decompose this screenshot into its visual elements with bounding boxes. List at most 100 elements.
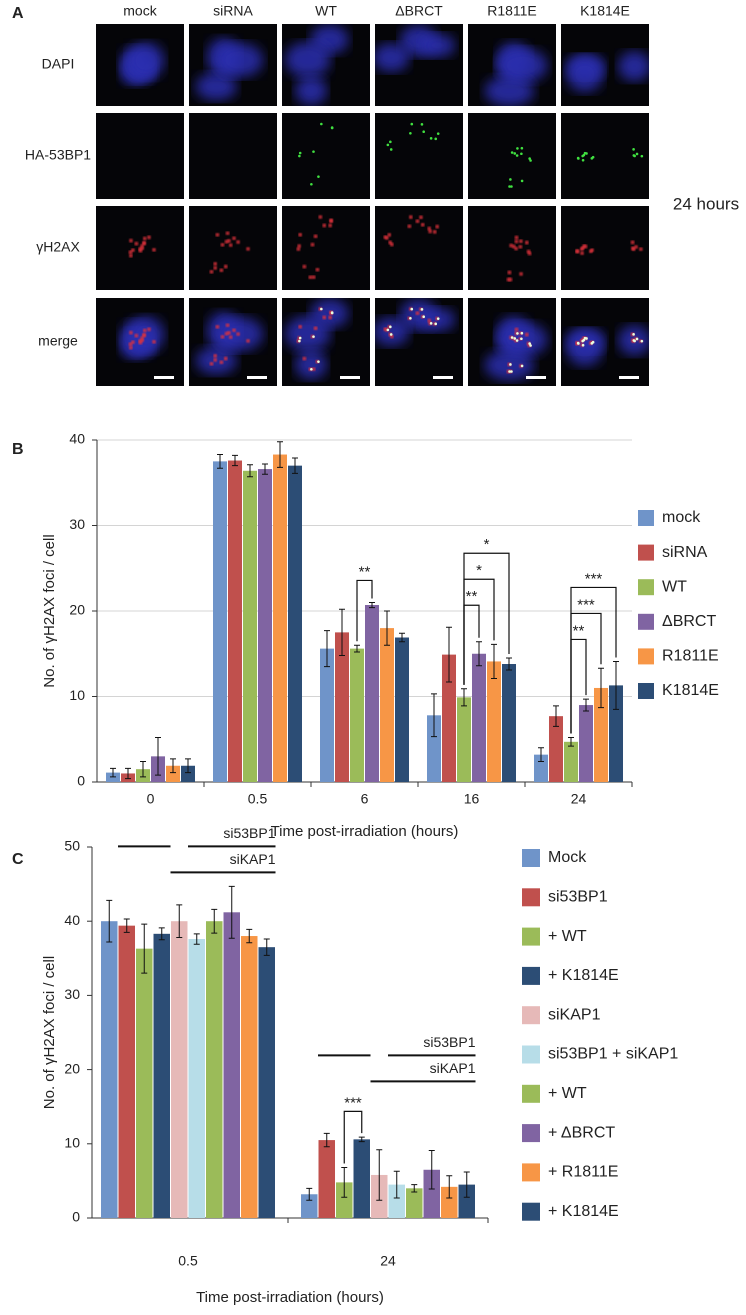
red-focus [215, 232, 220, 237]
error-bar [506, 657, 512, 671]
green-focus [529, 344, 532, 347]
red-focus [298, 324, 302, 329]
red-focus [311, 367, 316, 372]
red-focus [639, 247, 643, 251]
green-focus [633, 154, 636, 158]
significance-label: *** [585, 570, 603, 587]
image-content [119, 316, 165, 359]
nucleus [566, 330, 604, 367]
legend-label: + K1814E [548, 967, 619, 984]
red-focus [383, 235, 388, 239]
bar [365, 605, 379, 782]
green-focus [632, 333, 635, 336]
red-focus [582, 244, 586, 248]
cell-image [96, 298, 184, 386]
column-label: WT [315, 3, 337, 19]
error-bar [155, 737, 161, 776]
nucleus [126, 42, 165, 79]
red-focus [142, 328, 147, 333]
green-focus [410, 122, 414, 126]
green-focus [429, 137, 433, 140]
cell-image [468, 24, 556, 106]
image-background [189, 206, 277, 290]
cell-image [96, 24, 184, 106]
significance-label: *** [577, 596, 595, 613]
y-tick-label: 50 [64, 838, 80, 854]
legend-label: + WT [548, 928, 587, 945]
bar [243, 470, 257, 782]
error-bar [446, 1175, 453, 1199]
green-focus [510, 151, 514, 154]
y-tick-label: 0 [72, 1209, 80, 1225]
treatment-label: siKAP1 [230, 851, 276, 867]
red-focus [297, 244, 302, 248]
bar [171, 921, 188, 1218]
cell-image [96, 113, 184, 199]
bar [406, 1188, 423, 1218]
green-focus [386, 328, 390, 332]
bar [301, 1194, 318, 1218]
green-focus [515, 339, 519, 342]
red-focus [152, 247, 156, 252]
scale-bar [340, 376, 360, 379]
legend-swatch [522, 888, 540, 907]
green-focus [320, 122, 323, 126]
red-focus [296, 247, 301, 251]
row-label: γH2AX [36, 239, 80, 255]
error-bar [491, 643, 497, 680]
legend-label: siKAP1 [548, 1006, 601, 1023]
red-focus [223, 264, 228, 269]
cell-image [189, 298, 277, 386]
red-focus [128, 250, 133, 255]
bar [153, 933, 170, 1218]
significance-bracket [570, 586, 617, 734]
red-focus [630, 240, 635, 245]
red-focus [526, 249, 531, 254]
green-focus [310, 367, 313, 371]
legend-label: siRNA [662, 544, 708, 561]
error-bar [123, 918, 130, 933]
legend-label: + R1811E [548, 1164, 618, 1181]
scale-bar [433, 376, 453, 379]
cell-image [189, 206, 277, 290]
red-focus [236, 332, 240, 336]
image-content [284, 298, 349, 380]
error-bar [324, 630, 330, 668]
bar [353, 1139, 370, 1218]
bar [258, 947, 275, 1218]
image-content [506, 235, 532, 282]
error-bar [217, 454, 223, 469]
red-focus [420, 222, 425, 227]
green-focus [422, 130, 425, 134]
red-focus [408, 215, 413, 219]
error-bar [141, 923, 148, 974]
cell-image [468, 206, 556, 290]
green-focus [633, 339, 636, 343]
error-bar [125, 767, 131, 780]
legend-label: + K1814E [548, 1203, 619, 1220]
green-focus [520, 331, 524, 335]
image-content [195, 311, 264, 375]
red-focus [236, 240, 240, 244]
green-focus [317, 175, 320, 178]
green-focus [510, 185, 513, 188]
green-focus [583, 336, 587, 340]
cell-image [561, 113, 649, 199]
legend-swatch [522, 1006, 540, 1025]
panel-letter: B [12, 441, 24, 458]
cell-image [561, 206, 649, 290]
red-focus [220, 334, 225, 339]
bar [258, 469, 272, 782]
bar [457, 697, 471, 782]
green-focus [420, 308, 424, 311]
error-bar [583, 698, 589, 712]
bar [241, 936, 258, 1218]
red-focus [427, 318, 432, 323]
red-focus [128, 342, 133, 347]
bar [223, 912, 240, 1218]
red-focus [590, 248, 594, 253]
image-content [296, 215, 333, 280]
red-focus [407, 224, 412, 229]
y-axis-label: No. of γH2AX foci / cell [41, 534, 58, 687]
